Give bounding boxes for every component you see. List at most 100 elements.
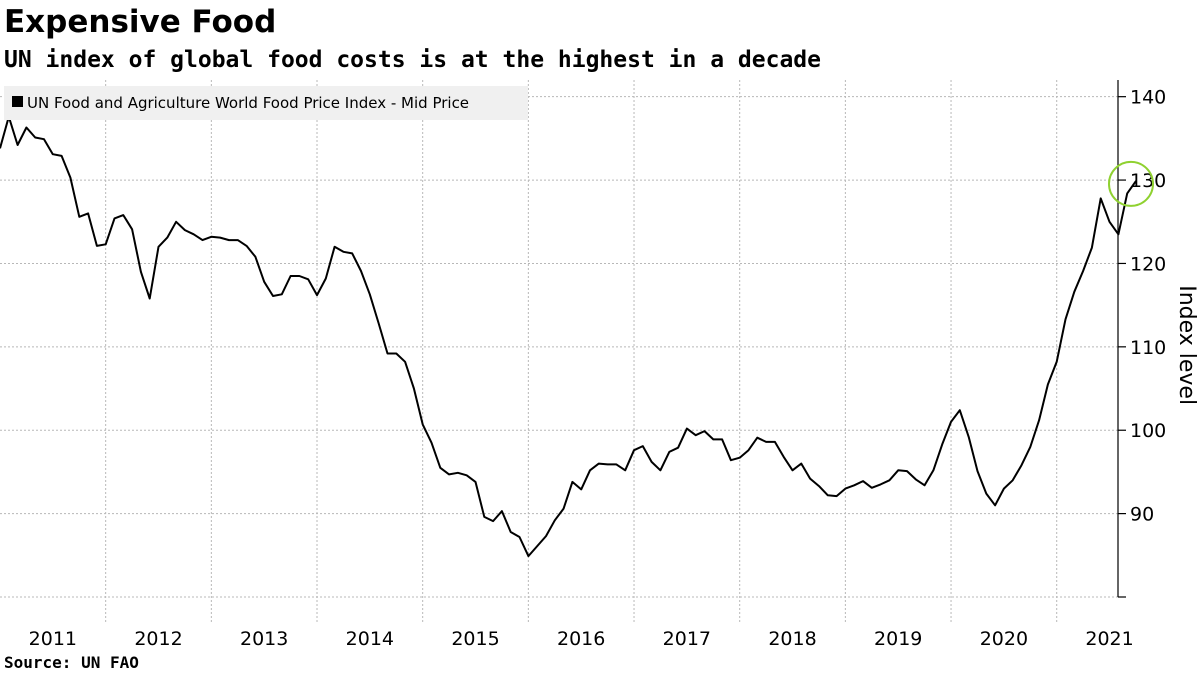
data-point bbox=[87, 212, 89, 214]
data-point bbox=[149, 298, 151, 300]
data-point bbox=[413, 388, 415, 390]
data-point bbox=[193, 233, 195, 235]
data-point bbox=[1038, 419, 1040, 421]
y-tick-label: 90 bbox=[1130, 504, 1154, 526]
data-point bbox=[959, 409, 961, 411]
data-point bbox=[290, 275, 292, 277]
data-point bbox=[351, 252, 353, 254]
data-point bbox=[17, 144, 19, 146]
data-point bbox=[501, 510, 503, 512]
data-point bbox=[765, 441, 767, 443]
data-point bbox=[721, 438, 723, 440]
x-tick-label: 2017 bbox=[663, 628, 711, 650]
data-point bbox=[827, 494, 829, 496]
data-point bbox=[43, 138, 45, 140]
data-point bbox=[131, 228, 133, 230]
data-point bbox=[1029, 446, 1031, 448]
y-tick-label: 110 bbox=[1130, 337, 1166, 359]
data-point bbox=[34, 137, 36, 139]
x-tick-label: 2019 bbox=[874, 628, 922, 650]
data-point bbox=[888, 479, 890, 481]
data-point bbox=[906, 470, 908, 472]
data-point bbox=[228, 239, 230, 241]
data-point bbox=[272, 295, 274, 297]
data-point bbox=[624, 469, 626, 471]
data-point bbox=[1012, 479, 1014, 481]
data-point bbox=[994, 504, 996, 506]
data-point bbox=[281, 293, 283, 295]
data-point bbox=[1135, 180, 1137, 182]
data-point bbox=[246, 245, 248, 247]
data-point bbox=[783, 456, 785, 458]
data-point bbox=[439, 467, 441, 469]
data-point bbox=[466, 474, 468, 476]
data-point bbox=[1047, 383, 1049, 385]
data-point bbox=[166, 237, 168, 239]
data-point bbox=[695, 434, 697, 436]
data-point bbox=[52, 153, 54, 155]
y-axis bbox=[1117, 80, 1126, 598]
data-point bbox=[844, 488, 846, 490]
legend-swatch bbox=[12, 96, 23, 107]
data-point bbox=[800, 463, 802, 465]
data-point bbox=[395, 353, 397, 355]
data-point bbox=[563, 508, 565, 510]
data-point bbox=[915, 478, 917, 480]
data-point bbox=[712, 438, 714, 440]
data-point bbox=[342, 251, 344, 253]
data-point bbox=[774, 441, 776, 443]
data-point bbox=[1021, 464, 1023, 466]
data-point bbox=[369, 293, 371, 295]
y-tick-labels: 90 100 110 120 130 140 bbox=[1130, 87, 1166, 526]
data-point bbox=[880, 483, 882, 485]
data-point bbox=[360, 270, 362, 272]
y-tick-label: 120 bbox=[1130, 253, 1166, 275]
data-point bbox=[527, 555, 529, 557]
data-point bbox=[140, 271, 142, 273]
data-point bbox=[298, 275, 300, 277]
data-point bbox=[968, 436, 970, 438]
data-point bbox=[316, 294, 318, 296]
x-tick-label: 2013 bbox=[240, 628, 288, 650]
data-point bbox=[175, 221, 177, 223]
data-point bbox=[862, 480, 864, 482]
data-point bbox=[61, 155, 63, 157]
data-point bbox=[977, 470, 979, 472]
chart-subtitle: UN index of global food costs is at the … bbox=[4, 47, 821, 73]
data-point bbox=[1109, 221, 1111, 223]
data-point bbox=[1003, 488, 1005, 490]
data-point bbox=[25, 127, 27, 129]
x-tick-label: 2015 bbox=[451, 628, 499, 650]
data-point bbox=[536, 545, 538, 547]
data-point bbox=[739, 457, 741, 459]
data-point bbox=[836, 495, 838, 497]
legend: UN Food and Agriculture World Food Price… bbox=[4, 86, 528, 120]
data-point bbox=[378, 323, 380, 325]
series-layer bbox=[0, 115, 1137, 558]
data-point bbox=[756, 437, 758, 439]
data-point bbox=[809, 478, 811, 480]
data-point bbox=[941, 443, 943, 445]
data-point bbox=[871, 487, 873, 489]
legend-background bbox=[4, 86, 528, 120]
data-point bbox=[607, 463, 609, 465]
data-point bbox=[219, 237, 221, 239]
y-tick-label: 140 bbox=[1130, 87, 1166, 109]
data-point bbox=[545, 535, 547, 537]
data-point bbox=[431, 442, 433, 444]
highlight-circle bbox=[1108, 160, 1154, 207]
data-point bbox=[1126, 192, 1128, 194]
data-point bbox=[1056, 361, 1058, 363]
data-point bbox=[985, 493, 987, 495]
data-point bbox=[598, 463, 600, 465]
data-point bbox=[554, 519, 556, 521]
x-tick-label: 2014 bbox=[346, 628, 394, 650]
data-point bbox=[69, 177, 71, 179]
data-point bbox=[254, 256, 256, 258]
gridlines bbox=[0, 80, 1118, 623]
data-point bbox=[818, 485, 820, 487]
data-point bbox=[932, 469, 934, 471]
data-point bbox=[307, 278, 309, 280]
data-point bbox=[510, 531, 512, 533]
